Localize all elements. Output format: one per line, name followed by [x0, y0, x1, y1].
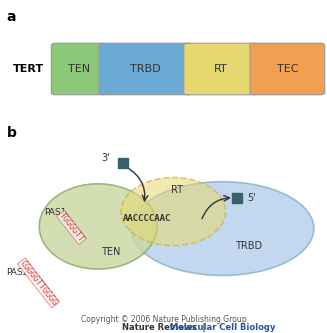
Text: AACCCCAAC: AACCCCAAC: [123, 214, 171, 223]
Text: TGGGGTT: TGGGGTT: [57, 211, 86, 244]
Ellipse shape: [39, 184, 157, 269]
Text: a: a: [7, 10, 16, 24]
Text: b: b: [7, 126, 16, 140]
Text: TRBD: TRBD: [235, 241, 262, 251]
Text: PAS1: PAS1: [44, 208, 66, 217]
Text: Nature Reviews  |: Nature Reviews |: [122, 323, 205, 332]
Text: CGGGGTTGGGG: CGGGGTTGGGG: [18, 258, 59, 307]
Text: TRBD: TRBD: [130, 64, 161, 74]
FancyBboxPatch shape: [184, 43, 259, 95]
FancyBboxPatch shape: [99, 43, 192, 95]
Text: Copyright © 2006 Nature Publishing Group: Copyright © 2006 Nature Publishing Group: [81, 315, 246, 324]
Text: TEC: TEC: [277, 64, 298, 74]
Text: PAS2: PAS2: [7, 268, 29, 277]
Text: Molecular Cell Biology: Molecular Cell Biology: [164, 323, 275, 332]
Ellipse shape: [131, 182, 314, 275]
Ellipse shape: [121, 177, 226, 246]
Text: RT: RT: [214, 64, 228, 74]
Text: TEN: TEN: [101, 247, 121, 257]
Text: 3': 3': [101, 153, 110, 163]
Text: TERT: TERT: [13, 64, 44, 74]
FancyBboxPatch shape: [51, 43, 108, 95]
Text: 5': 5': [247, 193, 256, 203]
FancyBboxPatch shape: [250, 43, 325, 95]
Text: RT: RT: [171, 185, 182, 195]
Text: TEN: TEN: [68, 64, 91, 74]
